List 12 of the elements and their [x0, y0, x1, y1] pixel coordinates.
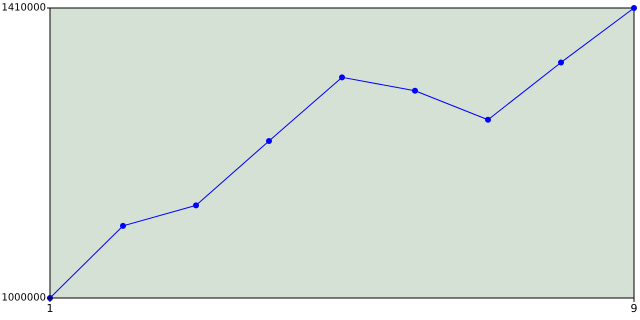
point	[558, 59, 564, 66]
point	[266, 138, 272, 144]
y-tick-label: 1410000	[1, 2, 46, 14]
point	[485, 116, 491, 123]
y-tick-label: 1000000	[1, 292, 46, 304]
point	[631, 5, 637, 11]
point	[193, 202, 199, 208]
point	[120, 222, 126, 229]
x-tick-label: 1	[46, 302, 54, 315]
point	[339, 74, 345, 80]
x-tick-label: 9	[630, 302, 638, 315]
point	[412, 88, 418, 94]
